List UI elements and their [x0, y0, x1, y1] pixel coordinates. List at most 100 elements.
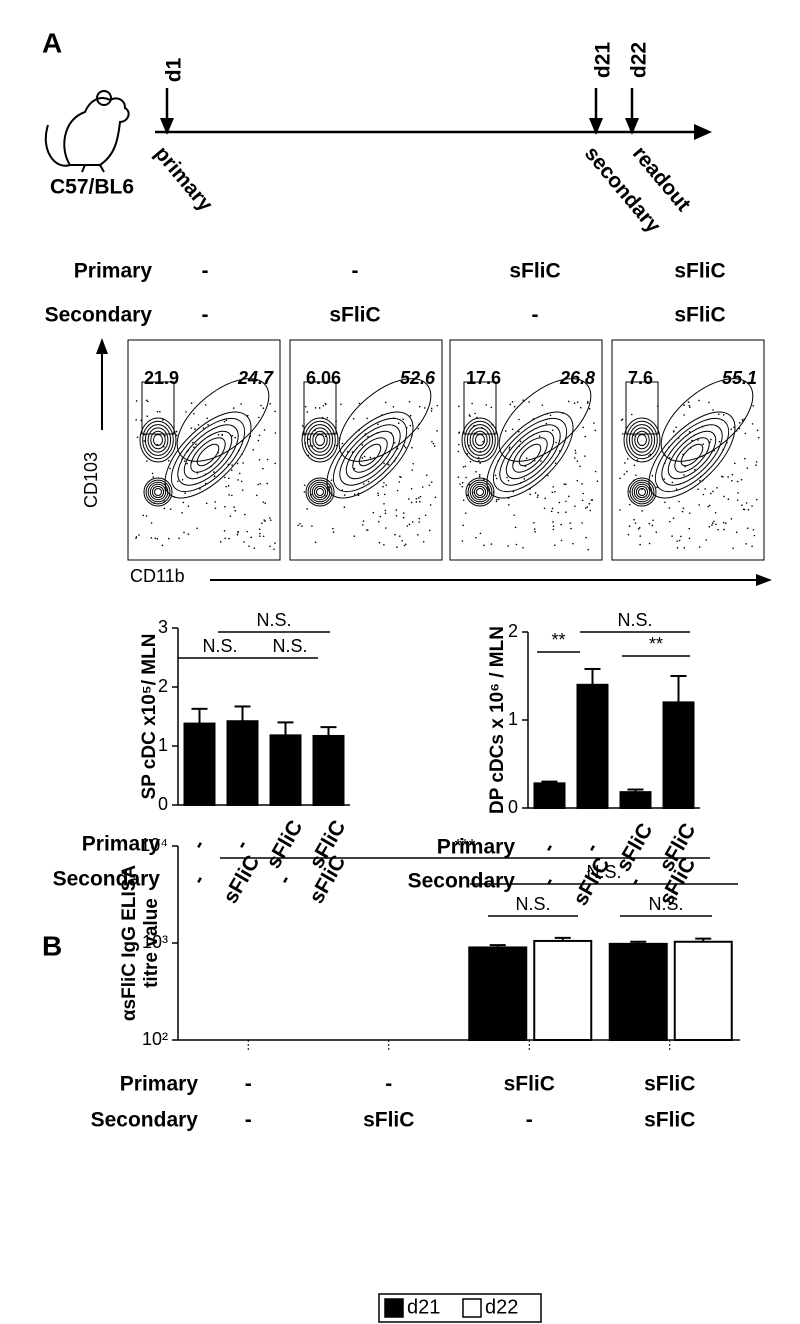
gate: [625, 381, 659, 435]
event-dot: [471, 402, 473, 405]
event-dot: [150, 522, 153, 524]
event-dot: [395, 514, 398, 517]
event-dot: [183, 531, 185, 534]
event-dot: [178, 537, 180, 539]
event-dot: [150, 537, 153, 539]
flow-plots: 21.9 24.7 6.06 52.6 17.6 26.8 7.6 55.1: [127, 339, 765, 561]
event-dot: [619, 509, 621, 511]
event-dot: [240, 403, 242, 405]
event-dot: [713, 449, 715, 452]
event-dot: [579, 465, 581, 468]
event-dot: [680, 535, 682, 538]
gate: [498, 378, 592, 462]
event-dot: [163, 507, 166, 510]
event-dot: [175, 434, 178, 437]
event-dot: [177, 480, 179, 483]
event-dot: [628, 525, 631, 527]
event-dot: [183, 460, 186, 462]
event-dot: [429, 504, 432, 506]
event-dot: [301, 425, 304, 427]
event-dot: [497, 498, 500, 501]
strain: C57/BL6: [50, 176, 134, 199]
event-dot: [297, 524, 300, 527]
event-dot: [733, 426, 735, 429]
event-dot: [403, 544, 406, 547]
category-label: sFliC: [644, 1109, 695, 1132]
contour: [164, 411, 252, 499]
event-dot: [266, 482, 269, 485]
event-dot: [262, 535, 265, 538]
contour: [301, 417, 339, 463]
event-dot: [565, 511, 567, 514]
event-dot: [421, 486, 424, 488]
event-dot: [622, 433, 624, 435]
event-dot: [591, 499, 594, 501]
contour: [627, 477, 657, 507]
event-dot: [621, 418, 624, 420]
event-dot: [678, 539, 681, 542]
contour: [654, 417, 730, 493]
event-dot: [401, 539, 404, 542]
event-dot: [459, 483, 461, 485]
contour: [358, 443, 382, 467]
bar: [608, 942, 668, 1041]
event-dot: [708, 504, 711, 507]
event-dot: [434, 496, 437, 499]
event-dot: [730, 428, 733, 430]
event-dot: [237, 531, 239, 534]
event-dot: [741, 419, 744, 421]
event-dot: [204, 404, 207, 406]
category-label: -: [187, 836, 210, 854]
y-tick-label: 1: [508, 709, 518, 729]
event-dot: [256, 494, 258, 497]
event-dot: [651, 524, 654, 527]
event-dot: [219, 541, 222, 543]
event-dot: [186, 462, 188, 465]
plot-frame: [449, 339, 603, 561]
event-dot: [552, 525, 555, 527]
event-dot: [199, 488, 201, 490]
event-dot: [224, 476, 226, 479]
event-dot: [232, 407, 235, 409]
event-dot: [464, 512, 467, 514]
event-dot: [478, 459, 480, 462]
plot-frame: [289, 339, 443, 561]
contour: [637, 434, 647, 446]
day-label: d22: [628, 42, 651, 78]
event-dot: [723, 495, 725, 498]
event-dot: [418, 517, 421, 520]
event-dot: [225, 485, 227, 488]
mouse-icon: [44, 90, 130, 173]
event-dot: [417, 497, 420, 499]
contour: [638, 488, 646, 496]
event-dot: [462, 499, 465, 501]
event-dot: [596, 480, 599, 482]
event-dot: [714, 511, 717, 514]
event-dot: [716, 486, 718, 489]
event-dot: [582, 492, 585, 495]
event-dot: [589, 509, 592, 512]
event-dot: [258, 434, 261, 437]
gate-value: 52.6: [400, 368, 436, 388]
event-dot: [730, 518, 733, 520]
event-dot: [424, 514, 427, 517]
contour: [626, 420, 658, 460]
event-dot: [474, 412, 476, 415]
event-dot: [514, 526, 517, 529]
event-dot: [236, 462, 239, 465]
event-dot: [458, 443, 460, 446]
event-dot: [221, 433, 224, 436]
event-dot: [737, 492, 739, 494]
y-tick-label: 3: [158, 617, 168, 637]
event-dot: [707, 505, 709, 508]
event-dot: [732, 547, 734, 550]
event-dot: [490, 406, 493, 409]
event-dot: [594, 429, 597, 432]
event-dot: [432, 442, 435, 445]
event-dot: [717, 528, 719, 531]
gate: [303, 381, 337, 435]
event-dot: [555, 441, 557, 444]
event-dot: [234, 436, 236, 439]
event-dot: [230, 469, 233, 471]
event-dot: [322, 405, 325, 407]
